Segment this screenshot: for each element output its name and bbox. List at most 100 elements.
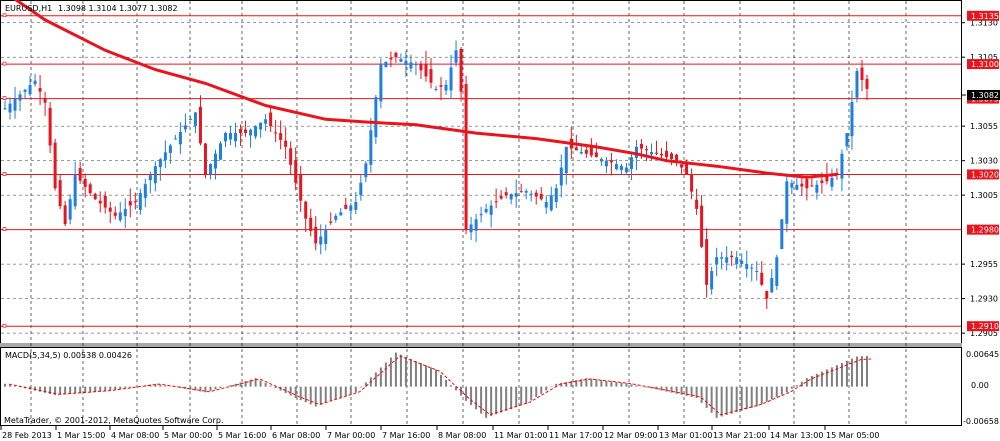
macd-signal-line (8, 355, 872, 416)
candle-body (544, 202, 548, 208)
price-tick-label: 1.3130 (970, 19, 998, 28)
candle-body (219, 143, 222, 160)
level-price-box (967, 10, 999, 21)
candle-body (449, 67, 453, 91)
candle-body (820, 180, 824, 184)
candle-body (123, 208, 127, 217)
candle-body (805, 179, 809, 189)
candle-body (619, 165, 623, 170)
macd-axis-bottom: -0.00658 (963, 417, 999, 426)
time-axis-label: 4 Mar 08:00 (111, 431, 159, 440)
candle-body (705, 239, 709, 285)
candle-body (188, 118, 192, 121)
time-axis-label: 15 Mar 05:00 (826, 431, 879, 440)
candle-body (790, 183, 794, 188)
candle-body (434, 88, 438, 90)
time-axis-label: 8 Mar 08:00 (438, 431, 486, 440)
main-chart-frame (0, 0, 962, 344)
horizontal-level-lines[interactable] (1, 13, 961, 328)
candle-body (690, 174, 694, 192)
candle-body (13, 99, 17, 111)
candle-body (224, 133, 228, 142)
candle-body (479, 214, 483, 216)
candle-body (474, 219, 478, 231)
candle-body (660, 153, 664, 156)
candle-body (650, 152, 653, 155)
current-price-label: 1.3082 (971, 91, 999, 100)
candle-body (324, 229, 328, 244)
time-axis-label: 5 Mar 16:00 (218, 431, 266, 440)
level-line-handle (2, 323, 7, 328)
candle-body (594, 152, 598, 158)
candle-body (349, 205, 353, 211)
candle-body (529, 193, 533, 195)
candle-body (53, 142, 57, 189)
candle-body (193, 112, 197, 126)
candle-body (113, 212, 117, 216)
time-axis-label: 7 Mar 00:00 (327, 431, 375, 440)
candle-body (173, 138, 177, 140)
candle-body (229, 133, 233, 140)
candle-body (148, 175, 152, 181)
candle-body (725, 257, 729, 263)
candle-body (239, 129, 243, 134)
ohlc-values-label: 1.3098 1.3104 1.3077 1.3082 (58, 4, 178, 13)
level-line-handle (2, 96, 7, 100)
candle-body (284, 140, 288, 147)
price-axis-ticks: 1.3130 1.3105 1.3055 1.3030 1.3005 1.2955 1.29… (962, 19, 998, 338)
candle-body (23, 89, 27, 92)
candle-body (609, 160, 613, 163)
candle-body (254, 126, 258, 137)
candle-body (524, 191, 528, 193)
candle-body (319, 236, 323, 245)
time-axis-label: 28 Feb 2013 (2, 431, 52, 440)
candle-body (629, 157, 633, 169)
level-price-label: 1.3135 (971, 12, 999, 21)
price-tick-label: 1.2955 (970, 260, 998, 269)
candle-body (289, 148, 293, 165)
candle-body (374, 97, 378, 138)
candle-body (695, 199, 699, 209)
candle-body (404, 60, 408, 66)
candle-body (249, 129, 253, 136)
level-price-label: 1.3100 (971, 60, 999, 69)
candle-body (459, 48, 463, 92)
candle-body (554, 188, 558, 202)
candle-body (153, 166, 157, 184)
candle-body (128, 201, 132, 206)
subwindow-divider[interactable] (0, 343, 962, 347)
candle-body (424, 63, 428, 77)
candle-body (815, 184, 819, 193)
candle-body (484, 208, 488, 213)
candle-body (389, 57, 393, 60)
level-line-handle (2, 172, 7, 176)
candle-body (409, 62, 413, 69)
candle-body (163, 152, 167, 160)
candle-body (589, 146, 593, 156)
candle-body (58, 180, 62, 207)
candle-body (108, 207, 112, 212)
time-axis-label: 7 Mar 16:00 (382, 431, 430, 440)
candle-body (675, 154, 679, 161)
candle-body (835, 172, 839, 175)
macd-axis-zero: 0.00 (971, 381, 989, 390)
candle-body (314, 226, 318, 244)
level-price-label: 1.2980 (971, 226, 999, 235)
time-axis-label: 6 Mar 08:00 (272, 431, 320, 440)
candle-body (73, 174, 77, 207)
candle-body (38, 88, 42, 92)
candle-body (3, 108, 7, 110)
candle-body (770, 277, 774, 293)
time-axis-label: 11 Mar 17:00 (549, 431, 602, 440)
candle-body (775, 257, 779, 286)
candle-body (329, 221, 333, 223)
candle-body (855, 70, 859, 98)
candle-body (534, 192, 538, 197)
time-axis-label: 14 Mar 13:00 (770, 431, 823, 440)
candle-body (369, 130, 373, 165)
candle-body (429, 69, 433, 83)
candle-body (274, 132, 278, 134)
candle-body (354, 202, 358, 210)
